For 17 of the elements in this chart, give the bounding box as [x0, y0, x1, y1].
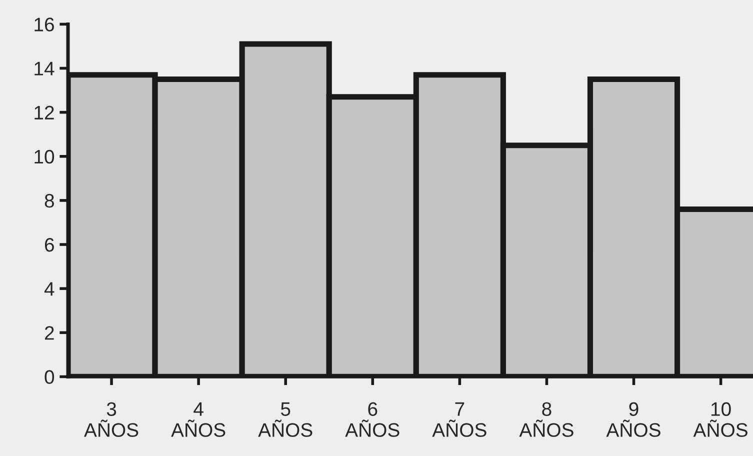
x-tick-label: 6 AÑOS	[345, 402, 400, 437]
y-tick-label: 2	[44, 326, 54, 340]
y-tick-label: 14	[34, 62, 54, 76]
y-tick-label: 12	[34, 106, 54, 120]
x-tick-label: 3 AÑOS	[84, 402, 138, 437]
y-tick-label: 4	[44, 282, 54, 296]
x-tick-label: 5 AÑOS	[258, 402, 312, 437]
x-tick-label: 7 AÑOS	[432, 402, 486, 437]
x-tick-label: 9 AÑOS	[606, 402, 660, 437]
y-tick-label: 8	[44, 194, 54, 208]
y-tick-label: 16	[34, 18, 54, 32]
y-tick-label: 10	[34, 150, 54, 164]
y-tick-label: 0	[44, 370, 54, 384]
x-tick-label: 8 AÑOS	[519, 402, 574, 437]
y-tick-label: 6	[44, 238, 54, 252]
x-tick-label: 10 AÑOS	[693, 402, 748, 437]
x-tick-label: 4 AÑOS	[171, 402, 226, 437]
